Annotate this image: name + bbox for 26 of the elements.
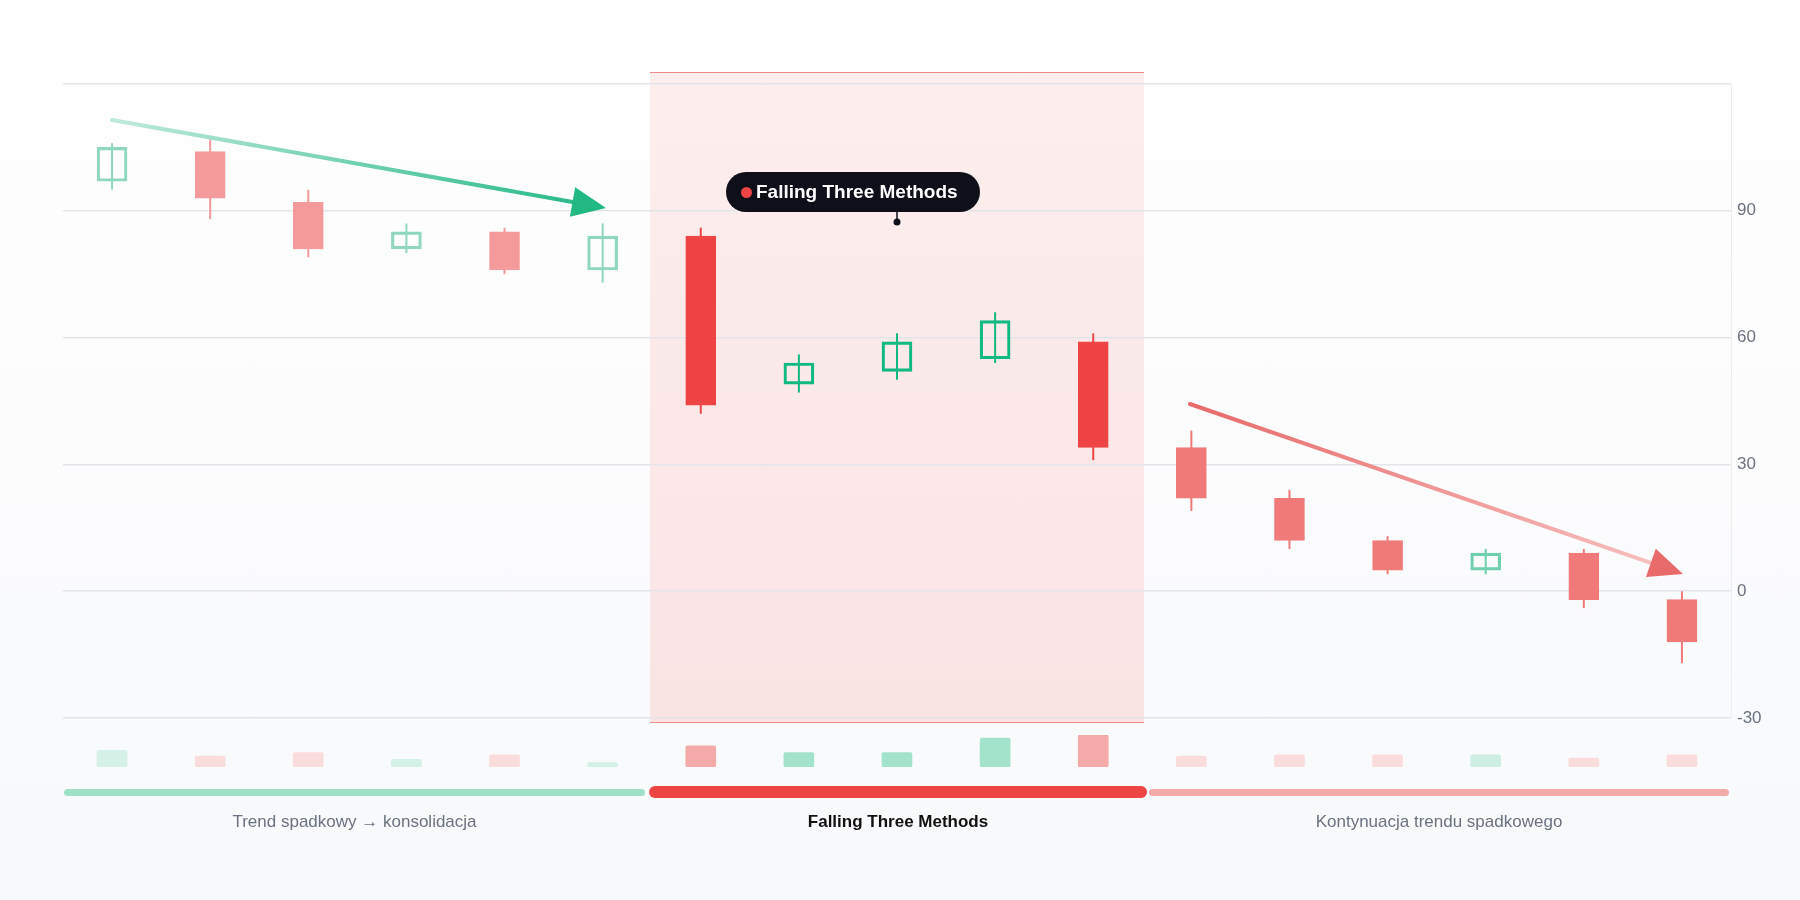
bar <box>292 752 324 767</box>
text: Falling Three Methods <box>807 812 989 832</box>
y-tick-label: -30 <box>1737 707 1762 727</box>
bar <box>1274 754 1305 767</box>
bar <box>1176 755 1207 767</box>
bar <box>979 737 1011 767</box>
bar <box>783 752 815 767</box>
bar <box>685 745 717 767</box>
y-tick-label: 90 <box>1737 200 1756 220</box>
annotation: Falling Three Methods <box>726 172 980 212</box>
bar <box>96 750 128 767</box>
bar <box>391 758 422 767</box>
y-tick-label: 60 <box>1737 327 1756 347</box>
text: Trend spadkowy → konsolidacja <box>232 812 477 832</box>
bar <box>1077 735 1109 767</box>
bar <box>587 762 618 767</box>
bar <box>489 754 520 767</box>
bar <box>881 752 913 767</box>
bar <box>1470 754 1502 767</box>
bar <box>1666 754 1698 767</box>
text: Kontynuacja trendu spadkowego <box>1315 812 1563 832</box>
y-tick-label: 0 <box>1737 580 1747 600</box>
bar <box>1568 757 1600 767</box>
y-tick-label: 30 <box>1737 454 1756 474</box>
bar <box>1372 754 1403 767</box>
bar <box>194 755 226 767</box>
